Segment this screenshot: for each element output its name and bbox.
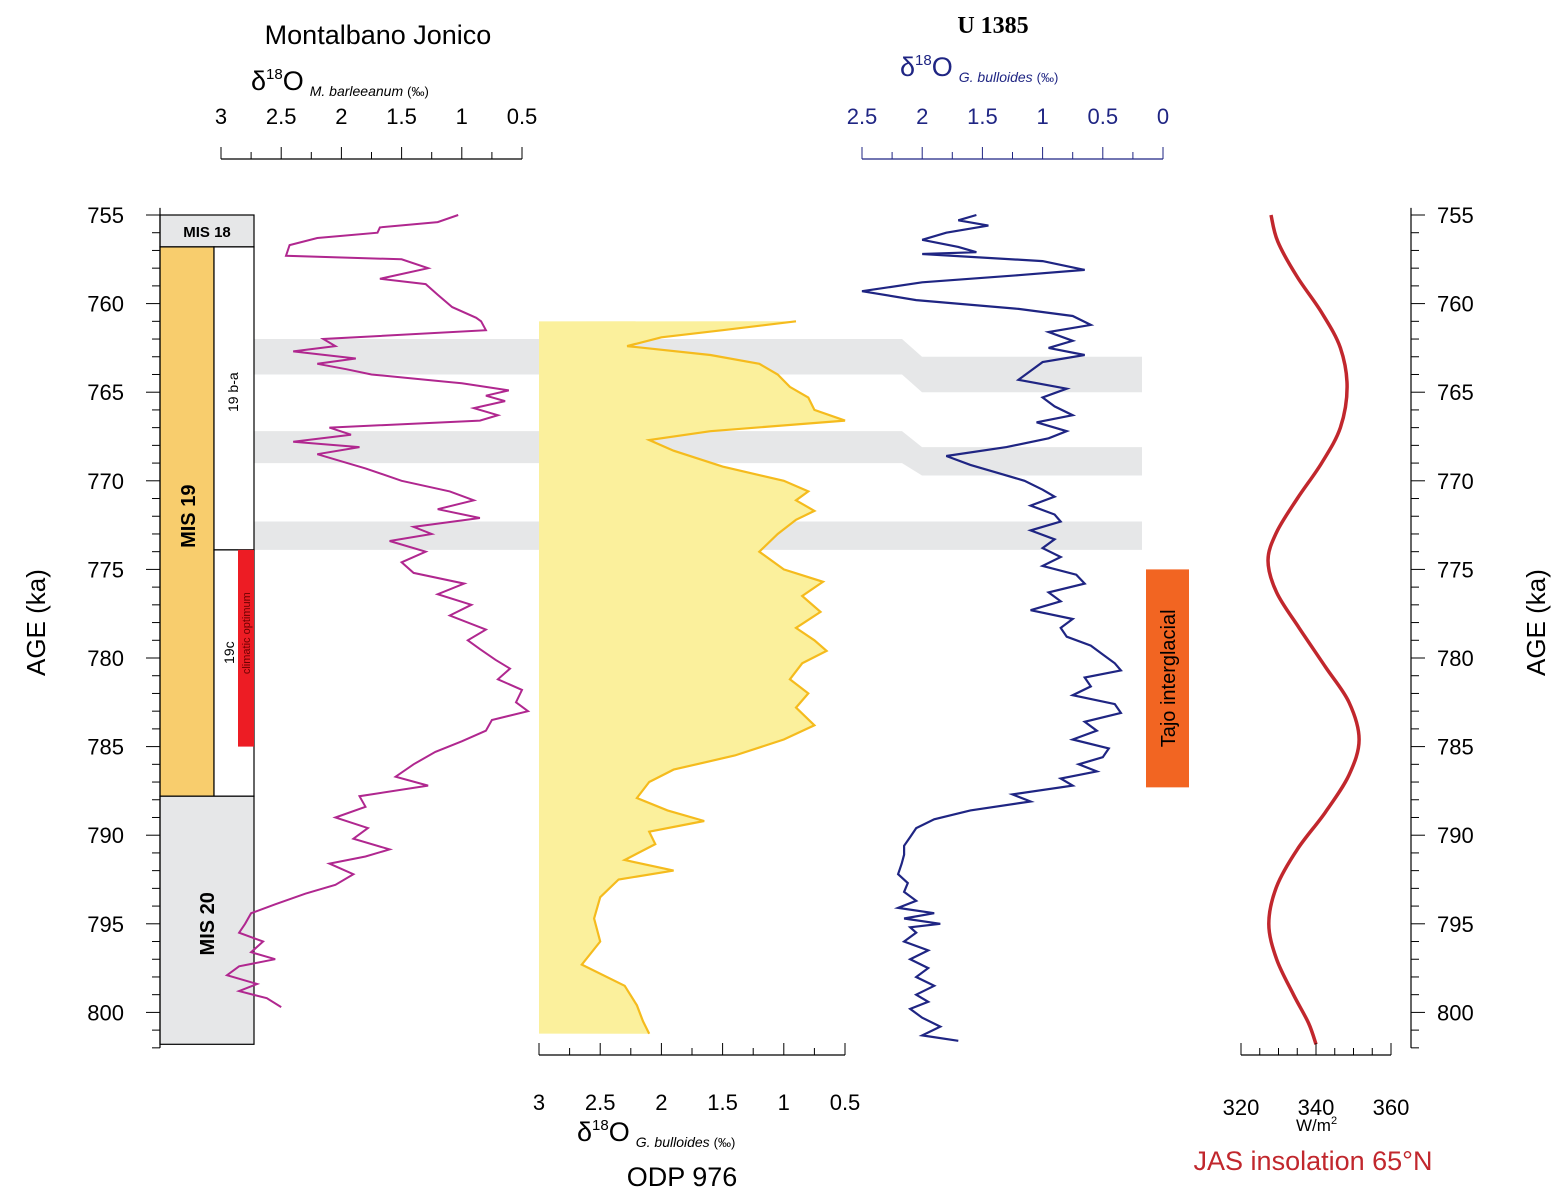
mis20-label: MIS 20 [197, 892, 219, 955]
montalbano-axis-label: δ18O M. barleeanum (‰) [251, 66, 429, 99]
tick-label: 2 [916, 104, 928, 129]
u1385-axis-label: δ18O G. bulloides (‰) [900, 52, 1058, 85]
tick-label: 760 [87, 292, 124, 317]
tick-label: 0 [1157, 104, 1169, 129]
odp976-axis-label: δ18O G. bulloides (‰) [577, 1117, 735, 1150]
unit-label: (‰) [1037, 70, 1059, 85]
u1385-axis: 2.5 2 1.5 1 0.5 0 [847, 104, 1169, 160]
insolation-title: JAS insolation 65°N [1194, 1146, 1433, 1176]
tick-label: 1.5 [707, 1090, 738, 1115]
species-name: G. bulloides [959, 69, 1033, 85]
tick-label: 2.5 [847, 104, 878, 129]
insolation-unit-sup: 2 [1331, 1115, 1337, 1127]
substage-19c-label: 19c [221, 641, 237, 664]
tajo-interglacial-box [1146, 569, 1189, 788]
odp976-line [580, 320, 846, 1035]
tick-label: 340 [1298, 1095, 1335, 1120]
isotope-superscript: 18 [915, 52, 932, 69]
substage-19ba-label: 19 b-a [225, 372, 241, 412]
tick-label: 1 [778, 1090, 790, 1115]
tick-label: 765 [1437, 380, 1474, 405]
delta-symbol: δ [900, 52, 915, 82]
insolation-curve [1266, 214, 1361, 1045]
delta-symbol: δ [577, 1117, 592, 1147]
tick-label: 760 [1437, 292, 1474, 317]
tick-label: 1.5 [386, 104, 417, 129]
montalbano-line [224, 214, 531, 1008]
isotope-superscript: 18 [592, 1117, 609, 1134]
right-axis-title: AGE (ka) [1521, 569, 1551, 676]
oxygen-symbol: O [283, 66, 304, 96]
isotope-superscript: 18 [266, 66, 283, 83]
tick-label: 795 [87, 912, 124, 937]
tick-label: 755 [87, 203, 124, 228]
mis19-label: MIS 19 [178, 485, 200, 548]
tick-label: 3 [215, 104, 227, 129]
oxygen-symbol: O [932, 52, 953, 82]
mis18-box [159, 214, 255, 248]
montalbano-title: Montalbano Jonico [265, 20, 492, 50]
mis-stage-column: MIS 18 MIS 19 19 b-a 19c climatic optimu… [159, 214, 255, 1045]
tick-label: 765 [87, 380, 124, 405]
tick-label: 775 [1437, 557, 1474, 582]
tajo-interglacial-label: Tajo interglacial [1158, 609, 1180, 747]
tick-label: 2.5 [585, 1090, 616, 1115]
tick-label: 800 [1437, 1000, 1474, 1025]
tick-label: 785 [87, 735, 124, 760]
mis20-box [159, 795, 255, 1045]
tick-label: 2 [655, 1090, 667, 1115]
tick-label: 1.5 [967, 104, 998, 129]
species-name: G. bulloides [636, 1134, 710, 1150]
unit-label: (‰) [714, 1135, 736, 1150]
left-axis-title: AGE (ka) [21, 569, 51, 676]
tick-label: 770 [1437, 469, 1474, 494]
oxygen-symbol: O [609, 1117, 630, 1147]
odp976-axis: 3 2.5 2 1.5 1 0.5 [533, 1043, 860, 1115]
tick-label: 0.5 [507, 104, 538, 129]
tick-label: 1 [456, 104, 468, 129]
tick-label: 800 [87, 1000, 124, 1025]
tick-label: 2.5 [266, 104, 297, 129]
tick-label: 770 [87, 469, 124, 494]
insolation-unit-base: W/m [1296, 1116, 1331, 1135]
tick-label: 3 [533, 1090, 545, 1115]
tick-label: 790 [87, 823, 124, 848]
tick-label: 360 [1373, 1095, 1410, 1120]
tick-label: 0.5 [830, 1090, 861, 1115]
tick-label: 1 [1036, 104, 1048, 129]
tick-label: 320 [1223, 1095, 1260, 1120]
insolation-unit: W/m2 [1296, 1115, 1337, 1135]
odp976-area [539, 321, 845, 1034]
tick-label: 795 [1437, 912, 1474, 937]
tick-label: 0.5 [1088, 104, 1119, 129]
unit-label: (‰) [407, 84, 429, 99]
tick-label: 780 [87, 646, 124, 671]
montalbano-axis: 3 2.5 2 1.5 1 0.5 [215, 104, 538, 160]
climatic-optimum-label: climatic optimum [241, 592, 253, 674]
right-age-axis: 755 760 765 770 775 780 785 790 795 800 [1410, 203, 1474, 1049]
u1385-line [861, 213, 1123, 1042]
tick-label: 2 [335, 104, 347, 129]
odp976-title: ODP 976 [627, 1162, 738, 1192]
insolation-axis: 320 340 360 [1223, 1043, 1410, 1120]
tick-label: 785 [1437, 735, 1474, 760]
u1385-title: U 1385 [957, 13, 1028, 39]
tick-label: 775 [87, 557, 124, 582]
correlation-band [254, 431, 1142, 476]
species-name: M. barleeanum [310, 83, 404, 99]
left-age-axis: 755 760 765 770 775 780 785 790 795 800 [87, 203, 161, 1049]
mis18-label: MIS 18 [183, 224, 231, 241]
delta-symbol: δ [251, 66, 266, 96]
climatic-optimum-bar [238, 549, 254, 747]
tick-label: 755 [1437, 203, 1474, 228]
tick-label: 790 [1437, 823, 1474, 848]
tick-label: 780 [1437, 646, 1474, 671]
